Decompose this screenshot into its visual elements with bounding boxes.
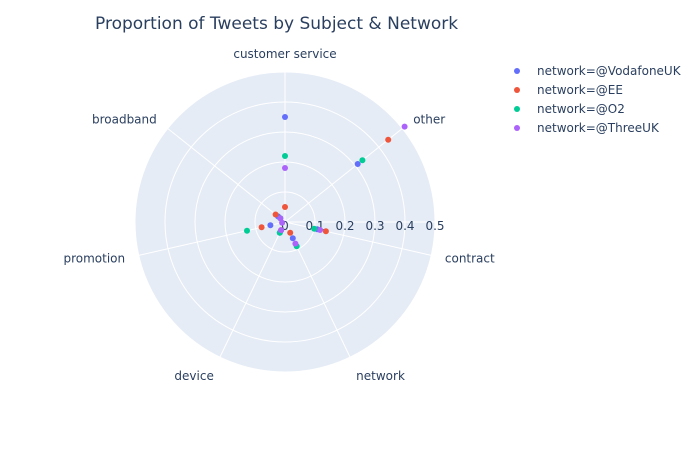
legend-label: network=@EE — [537, 83, 623, 97]
data-point — [287, 229, 294, 236]
angular-axis-label: promotion — [63, 251, 125, 265]
data-point — [282, 165, 288, 171]
legend-marker — [514, 125, 520, 131]
data-point — [354, 161, 361, 167]
data-point — [282, 204, 288, 210]
radial-tick-label: 0.5 — [425, 219, 444, 233]
legend-item[interactable]: network=@EE — [514, 83, 623, 97]
data-point — [258, 224, 265, 231]
angular-grid-spoke — [219, 221, 286, 358]
data-point — [359, 157, 366, 164]
radial-tick-label: 0.3 — [365, 219, 384, 233]
angular-axis-label: device — [174, 369, 213, 383]
angular-axis-labels: customer service other contract network devi… — [63, 47, 495, 383]
data-point — [385, 136, 392, 143]
legend-label: network=@O2 — [537, 102, 625, 116]
data-point — [278, 227, 285, 234]
legend-item[interactable]: network=@VodafoneUK — [514, 64, 682, 78]
data-markers — [244, 114, 408, 250]
data-point — [311, 225, 318, 232]
legend-label: network=@ThreeUK — [537, 121, 660, 135]
data-point — [282, 114, 288, 120]
angular-grid-spoke — [284, 221, 432, 256]
legend-marker — [514, 68, 520, 74]
data-point — [401, 123, 408, 130]
legend-item[interactable]: network=@O2 — [514, 102, 625, 116]
radial-tick-label: 0 — [281, 219, 289, 233]
legend-marker — [514, 106, 520, 112]
radial-axis-ticks: 00.10.20.30.40.5 — [281, 219, 444, 233]
angular-axis-label: customer service — [233, 47, 336, 61]
angular-grid-spoke — [284, 128, 403, 223]
data-point — [317, 227, 324, 233]
data-point — [244, 227, 250, 234]
data-point — [282, 153, 288, 159]
data-point — [267, 222, 274, 229]
data-point — [277, 215, 284, 222]
angular-axis-label: network — [356, 369, 405, 383]
data-point — [289, 235, 296, 242]
data-point — [292, 240, 299, 247]
chart-title: Proportion of Tweets by Subject & Networ… — [95, 14, 458, 34]
radial-tick-label: 0.4 — [395, 219, 414, 233]
angular-axis-label: broadband — [92, 113, 157, 127]
angular-grid-spoke — [167, 128, 286, 223]
radial-tick-label: 0.2 — [335, 219, 354, 233]
angular-axis-label: other — [413, 113, 445, 127]
legend-marker — [514, 87, 520, 93]
legend-item[interactable]: network=@ThreeUK — [514, 121, 660, 135]
legend[interactable]: network=@VodafoneUK network=@EE network=@O… — [514, 64, 682, 135]
data-point — [272, 211, 279, 218]
angular-axis-label: contract — [445, 251, 495, 265]
data-point — [322, 228, 329, 235]
legend-label: network=@VodafoneUK — [537, 64, 682, 78]
